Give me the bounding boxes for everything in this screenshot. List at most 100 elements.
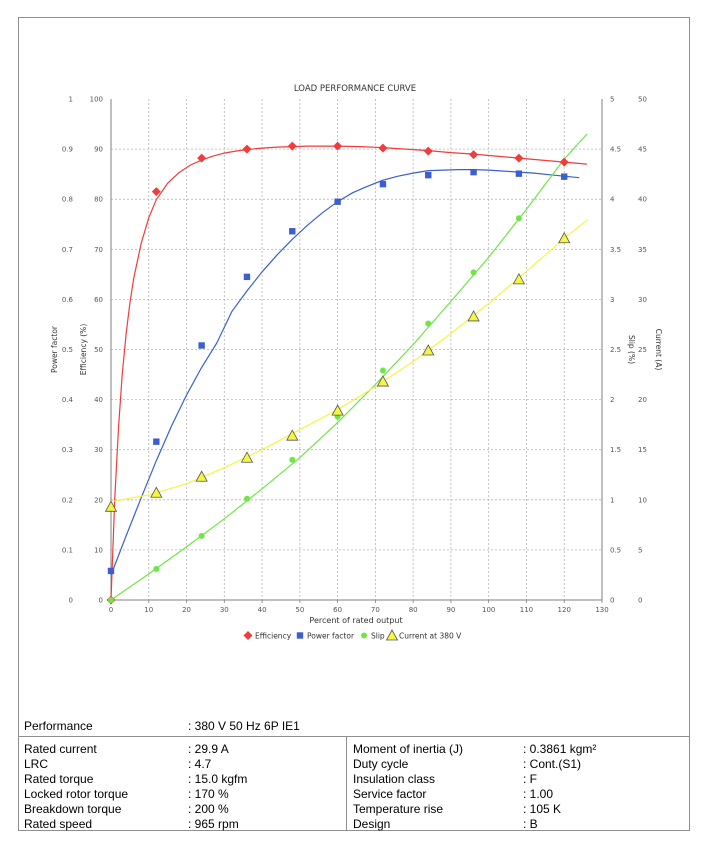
- efficiency-point: [469, 150, 479, 160]
- eff-tick-label: 10: [94, 546, 103, 554]
- power-factor-point: [153, 438, 160, 445]
- power-factor-point: [379, 180, 387, 188]
- spec-value: : 0.3861 kgm²: [523, 741, 597, 756]
- slip-point: [198, 532, 205, 539]
- eff-tick-label: 80: [94, 196, 103, 204]
- spec-label: Locked rotor torque: [24, 786, 129, 801]
- x-tick-label: 100: [482, 606, 495, 614]
- power-factor-point: [198, 342, 205, 349]
- legend-label: Power factor: [307, 632, 355, 641]
- cur-tick-label: 25: [638, 346, 647, 354]
- spec-label: Rated torque: [24, 771, 94, 786]
- efficiency-point: [151, 187, 161, 197]
- eff-tick-label: 40: [94, 396, 103, 404]
- x-tick-label: 70: [371, 606, 380, 614]
- efficiency-point: [423, 146, 433, 156]
- efficiency-point: [514, 153, 524, 163]
- slip-point: [108, 597, 114, 603]
- spec-value: : 29.9 A: [188, 741, 229, 756]
- spec-value: : 170 %: [188, 786, 229, 801]
- x-tick-label: 10: [144, 606, 153, 614]
- pf-tick-label: 0.9: [62, 146, 73, 154]
- power-factor-point: [289, 228, 296, 235]
- eff-tick-label: 60: [94, 296, 103, 304]
- spec-label: Duty cycle: [346, 756, 517, 772]
- pf-tick-label: 0.2: [62, 496, 73, 504]
- spec-row: Rated speed : 965 rpm Design : B: [18, 816, 690, 831]
- spec-label: Moment of inertia (J): [346, 736, 517, 757]
- legend-marker: [243, 631, 253, 640]
- power-factor-point: [107, 567, 115, 575]
- spec-value: : F: [523, 771, 537, 786]
- cur-tick-label: 30: [638, 296, 647, 304]
- x-tick-label: 30: [220, 606, 229, 614]
- slip-point: [379, 367, 386, 374]
- cur-tick-label: 35: [638, 246, 647, 254]
- spec-label: Breakdown torque: [24, 801, 122, 816]
- power-factor-point: [561, 173, 568, 180]
- cur-tick-label: 10: [638, 496, 647, 504]
- legend-marker: [361, 632, 367, 639]
- axes: 0 10 20 30 40 50 60 70 80 90 100 110 120 13000.10.20.…: [50, 96, 663, 615]
- spec-value: : 105 K: [523, 801, 562, 816]
- legend-label: Slip: [371, 632, 385, 641]
- power-factor-point: [425, 171, 432, 179]
- performance-row: Performance : 380 V 50 Hz 6P IE1: [18, 715, 690, 738]
- x-tick-label: 130: [595, 606, 608, 614]
- pf-tick-label: 0.7: [62, 246, 73, 254]
- spec-row: Rated current : 29.9 A Moment of inertia…: [18, 736, 690, 757]
- cur-tick-label: 0: [638, 597, 642, 605]
- current-point: [286, 429, 299, 441]
- eff-axis-label: Efficiency (%): [79, 324, 88, 376]
- pf-tick-label: 1: [69, 96, 73, 104]
- pf-tick-label: 0.8: [62, 196, 73, 204]
- legend-label: Current at 380 V: [399, 632, 462, 641]
- x-tick-label: 90: [446, 606, 455, 614]
- eff-tick-label: 50: [94, 346, 103, 354]
- grid: [111, 99, 602, 600]
- power-factor-point: [515, 170, 523, 177]
- x-tick-label: 60: [333, 606, 342, 614]
- eff-tick-label: 100: [90, 96, 103, 104]
- legend: Efficiency Power factor Slip Current at 380…: [243, 629, 462, 641]
- eff-tick-label: 70: [94, 246, 103, 254]
- slip-tick-label: 0.5: [610, 546, 621, 554]
- series-line: [110, 169, 580, 576]
- eff-tick-label: 90: [94, 146, 103, 154]
- eff-tick-label: 20: [94, 496, 103, 504]
- slip-point: [153, 565, 160, 572]
- power-factor-point: [243, 273, 251, 281]
- slip-tick-label: 3: [610, 296, 614, 304]
- x-tick-label: 50: [295, 606, 304, 614]
- spec-label: Rated current: [24, 741, 97, 756]
- markers: [104, 141, 571, 605]
- cur-tick-label: 45: [638, 146, 647, 154]
- pf-tick-label: 0.6: [62, 296, 74, 304]
- cur-tick-label: 40: [638, 196, 647, 204]
- x-axis-label: Percent of rated output: [309, 616, 402, 625]
- cur-tick-label: 5: [638, 546, 642, 554]
- efficiency-point: [378, 143, 388, 153]
- spec-label: Insulation class: [346, 771, 517, 787]
- slip-point: [425, 320, 432, 327]
- power-factor-point: [334, 198, 341, 205]
- performance-label: Performance: [18, 715, 182, 738]
- spec-row: LRC : 4.7 Duty cycle : Cont.(S1): [18, 756, 690, 772]
- spec-label: Design: [346, 816, 517, 831]
- spec-value: : B: [523, 816, 538, 831]
- efficiency-point: [287, 141, 297, 151]
- slip-axis-label: Slip (%): [627, 335, 636, 364]
- slip-tick-label: 2.5: [610, 346, 621, 354]
- efficiency-point: [559, 157, 569, 167]
- slip-tick-label: 3.5: [610, 246, 621, 254]
- current-point: [331, 404, 344, 416]
- x-tick-label: 20: [182, 606, 191, 614]
- efficiency-point: [333, 141, 343, 151]
- slip-tick-label: 4.5: [610, 146, 621, 154]
- current-point: [240, 451, 254, 463]
- spec-label: Temperature rise: [346, 801, 517, 817]
- legend-label: Efficiency: [255, 632, 292, 641]
- performance-table: Performance : 380 V 50 Hz 6P IE1 Rated c…: [18, 715, 690, 831]
- spec-row: Breakdown torque : 200 % Temperature ris…: [18, 801, 690, 817]
- current-point: [558, 231, 571, 244]
